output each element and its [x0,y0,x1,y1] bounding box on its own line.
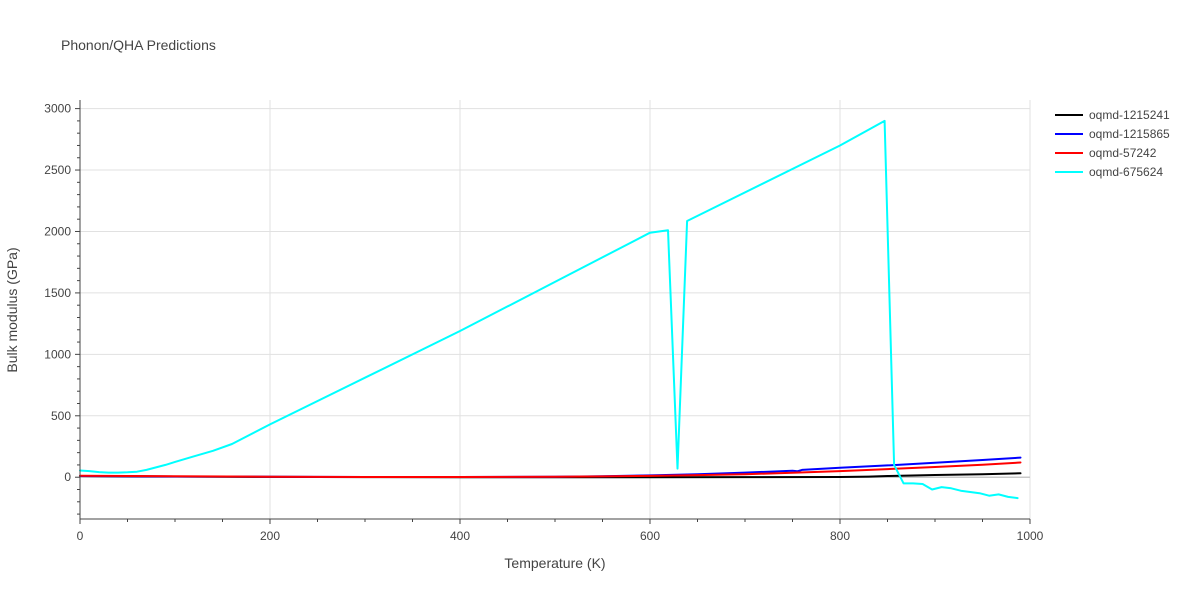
y-tick-label: 2000 [44,224,71,238]
x-tick-label: 600 [640,529,660,543]
legend-item[interactable]: oqmd-675624 [1055,165,1163,179]
legend-item[interactable]: oqmd-1215241 [1055,108,1170,122]
grid [80,100,1031,519]
legend-item[interactable]: oqmd-1215865 [1055,127,1170,141]
series-lines[interactable] [79,119,1022,500]
x-axis-title: Temperature (K) [504,555,605,571]
legend-label: oqmd-1215865 [1089,127,1170,141]
series-line-oqmd-57242[interactable] [79,461,1022,478]
x-tick-label: 1000 [1017,529,1044,543]
chart-title: Phonon/QHA Predictions [61,37,216,53]
series-line-oqmd-1215865[interactable] [79,456,1022,478]
y-tick-label: 1500 [44,286,71,300]
y-tick-label: 0 [64,470,71,484]
axes: 0 200 400 600 800 1000 0 500 1000 1500 2000 2500 300… [44,100,1044,543]
y-tick-label: 1000 [44,347,71,361]
series-line-oqmd-675624[interactable] [79,119,1019,500]
x-tick-label: 400 [450,529,470,543]
y-tick-label: 500 [51,409,71,423]
x-tick-label: 200 [260,529,280,543]
legend[interactable]: oqmd-1215241 oqmd-1215865 oqmd-57242 oqmd-6… [1055,108,1170,179]
legend-label: oqmd-1215241 [1089,108,1170,122]
y-tick-label: 2500 [44,163,71,177]
y-axis-title: Bulk modulus (GPa) [4,247,20,372]
x-tick-label: 0 [77,529,84,543]
y-tick-label: 3000 [44,102,71,116]
legend-label: oqmd-57242 [1089,146,1157,160]
legend-item[interactable]: oqmd-57242 [1055,146,1157,160]
legend-label: oqmd-675624 [1089,165,1163,179]
x-tick-label: 800 [830,529,850,543]
